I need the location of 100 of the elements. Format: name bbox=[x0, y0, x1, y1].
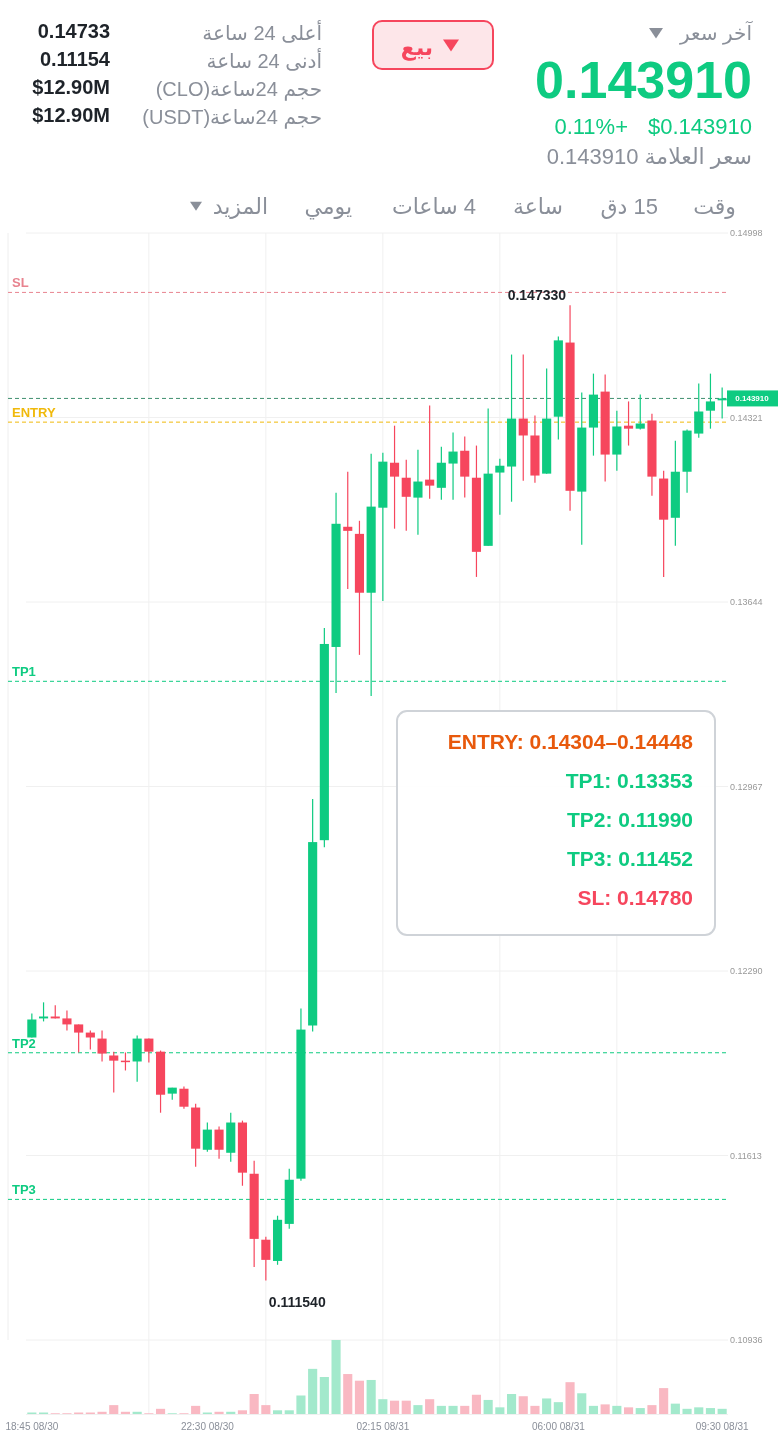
x-tick-label: 22:30 08/30 bbox=[180, 1421, 235, 1432]
bar bbox=[343, 1374, 353, 1414]
text: 15 دق bbox=[600, 194, 658, 219]
candlestick bbox=[74, 1023, 84, 1054]
bar bbox=[436, 1405, 446, 1414]
bar bbox=[331, 1340, 341, 1414]
candlestick bbox=[261, 1236, 271, 1282]
text: أدنى 24 ساعة bbox=[206, 48, 322, 72]
bar bbox=[518, 1396, 528, 1414]
x-tick-label: 06:00 08/31 bbox=[531, 1421, 586, 1432]
bar bbox=[588, 1405, 599, 1414]
text: 0.11%+ bbox=[554, 114, 628, 139]
bar bbox=[296, 1395, 306, 1414]
text: بيع bbox=[400, 35, 434, 61]
ref-line-label: TP3 bbox=[12, 1182, 36, 1198]
y-tick-label: 0.14998 bbox=[730, 228, 763, 238]
bar bbox=[413, 1405, 423, 1414]
candlestick bbox=[413, 449, 423, 536]
bar bbox=[191, 1405, 201, 1414]
text: المزيد bbox=[212, 194, 268, 219]
text: سعر العلامة 0.143910 bbox=[546, 144, 752, 169]
candlestick bbox=[518, 353, 528, 482]
bar bbox=[553, 1402, 563, 1414]
bar bbox=[425, 1399, 435, 1414]
bar bbox=[612, 1405, 622, 1414]
candlestick bbox=[495, 458, 505, 516]
ref-line-label: TP2 bbox=[12, 1035, 36, 1051]
text: 0.143910 bbox=[535, 51, 752, 109]
text: حجم 24ساعة(CLO) bbox=[155, 78, 322, 101]
text: آخر سعر bbox=[679, 20, 754, 45]
bar bbox=[319, 1377, 329, 1414]
candlestick bbox=[389, 425, 400, 530]
bar bbox=[682, 1408, 692, 1414]
annotation: TP1: 0.13353 bbox=[565, 769, 693, 792]
bar bbox=[635, 1408, 645, 1414]
text: $12.90M bbox=[32, 104, 110, 126]
bar bbox=[623, 1407, 634, 1414]
text: أعلى 24 ساعة bbox=[202, 20, 322, 44]
annotation: 0.147330 bbox=[507, 287, 567, 304]
bar bbox=[284, 1410, 294, 1414]
candlestick bbox=[623, 400, 634, 447]
bar bbox=[506, 1394, 517, 1414]
candlestick bbox=[401, 459, 411, 532]
bar bbox=[214, 1411, 224, 1414]
text: وقت bbox=[693, 194, 736, 219]
candlestick bbox=[635, 394, 645, 431]
text: $0.143910 bbox=[648, 114, 752, 139]
bar bbox=[495, 1407, 505, 1414]
ref-line-label: SL bbox=[12, 275, 29, 291]
ref-line-label: 0.143910 bbox=[735, 394, 770, 404]
annotation: 0.111540 bbox=[268, 1293, 326, 1310]
annotation: ENTRY: 0.14304–0.14448 bbox=[447, 730, 694, 753]
candlestick bbox=[97, 1029, 107, 1063]
text: يومي bbox=[304, 194, 352, 220]
y-tick-label: 0.12967 bbox=[730, 781, 763, 792]
bar bbox=[460, 1405, 470, 1414]
bar bbox=[366, 1379, 376, 1414]
bar bbox=[237, 1410, 248, 1414]
bar bbox=[389, 1400, 400, 1414]
text: 0.11154 bbox=[39, 48, 111, 70]
bar bbox=[261, 1405, 271, 1414]
text: 4 ساعات bbox=[391, 194, 476, 219]
bar bbox=[354, 1380, 365, 1414]
ref-line-label: TP1 bbox=[12, 664, 36, 680]
candlestick bbox=[214, 1126, 224, 1160]
candlestick bbox=[179, 1085, 189, 1110]
bar bbox=[705, 1408, 716, 1414]
x-tick-label: 18:45 08/30 bbox=[5, 1421, 59, 1432]
y-tick-label: 0.14321 bbox=[730, 412, 763, 423]
bar bbox=[542, 1398, 552, 1414]
bar bbox=[694, 1407, 704, 1414]
text: ساعة bbox=[512, 194, 563, 219]
bar bbox=[226, 1411, 236, 1414]
candlestick bbox=[448, 431, 458, 501]
candlestick bbox=[62, 1009, 72, 1032]
text: $12.90M bbox=[32, 76, 110, 98]
text: حجم 24ساعة(USDT) bbox=[142, 106, 322, 129]
ref-line-label: ENTRY bbox=[12, 405, 56, 421]
bar bbox=[378, 1399, 388, 1414]
text: 0.14733 bbox=[37, 20, 110, 42]
bar bbox=[670, 1403, 680, 1414]
bar bbox=[132, 1411, 142, 1414]
bar bbox=[600, 1404, 610, 1414]
annotation: SL: 0.14780 bbox=[577, 886, 693, 909]
x-tick-label: 09:30 08/31 bbox=[695, 1421, 749, 1432]
bar bbox=[471, 1394, 482, 1414]
bar bbox=[155, 1408, 166, 1414]
bar bbox=[577, 1393, 587, 1414]
bar bbox=[120, 1411, 131, 1414]
bar bbox=[448, 1405, 458, 1414]
bar bbox=[647, 1405, 657, 1414]
candlestick bbox=[202, 1121, 212, 1153]
y-tick-label: 0.10936 bbox=[730, 1335, 763, 1345]
bar bbox=[717, 1408, 727, 1414]
candlestick bbox=[343, 471, 353, 590]
bar bbox=[659, 1388, 669, 1414]
annotation: TP3: 0.11452 bbox=[566, 847, 693, 870]
bar bbox=[530, 1405, 540, 1414]
bar bbox=[249, 1394, 259, 1414]
bar bbox=[483, 1399, 493, 1414]
